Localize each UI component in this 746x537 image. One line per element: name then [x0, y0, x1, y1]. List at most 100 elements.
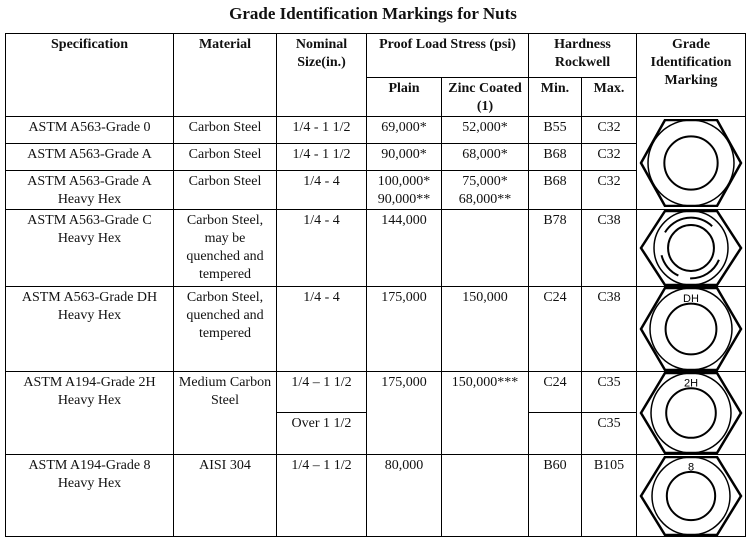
nut-marking-arcs	[636, 209, 746, 287]
hex-nut-icon	[639, 119, 743, 207]
marking-arc	[660, 254, 679, 277]
plain-cell: 69,000*	[366, 116, 442, 144]
max-cell: C32	[581, 143, 637, 171]
hex-outline	[639, 210, 743, 286]
spec-cell: ASTM A563-Grade DH Heavy Hex	[5, 286, 174, 372]
min-cell	[528, 412, 582, 455]
material-cell: Carbon Steel	[173, 116, 277, 144]
plain-cell: 80,000	[366, 454, 442, 537]
chamfer-circle	[653, 210, 729, 286]
hex-outline	[639, 287, 743, 371]
header-nominal-size: Nominal Size(in.)	[276, 33, 367, 117]
min-cell: C24	[528, 371, 582, 413]
size-cell: 1/4 – 1 1/2	[276, 371, 367, 413]
min-cell: B55	[528, 116, 582, 144]
zinc-cell: 150,000***	[441, 371, 529, 455]
size-cell: 1/4 - 4	[276, 286, 367, 372]
max-cell: C32	[581, 116, 637, 144]
mark-text: 8	[688, 461, 694, 473]
table-row: Over 1 1/2 C35	[6, 412, 746, 455]
nut-marking-plain	[636, 116, 746, 210]
table-row: ASTM A194-Grade 8 Heavy Hex AISI 304 1/4…	[5, 454, 746, 537]
nut-markings-table: Specification Material Nominal Size(in.)…	[5, 33, 746, 537]
max-cell: C38	[581, 286, 637, 372]
min-cell: B68	[528, 143, 582, 171]
zinc-cell: 75,000* 68,000**	[441, 170, 529, 210]
header-specification: Specification	[5, 33, 174, 117]
zinc-cell	[441, 454, 529, 537]
plain-cell: 90,000*	[366, 143, 442, 171]
nut-marking-2h: 2H	[636, 371, 746, 455]
inner-hole	[663, 135, 719, 191]
spec-cell: ASTM A563-Grade A Heavy Hex	[5, 170, 174, 210]
zinc-cell: 52,000*	[441, 116, 529, 144]
spec-cell: ASTM A563-Grade A	[5, 143, 174, 171]
size-cell: 1/4 - 4	[276, 170, 367, 210]
material-cell: Carbon Steel	[173, 170, 277, 210]
inner-hole	[665, 387, 717, 439]
header-hardness: Hardness Rockwell	[528, 33, 637, 78]
table-row: ASTM A563-Grade DH Heavy Hex Carbon Stee…	[5, 286, 746, 372]
mark-text: 2H	[684, 378, 698, 390]
material-cell: Carbon Steel, may be quenched and temper…	[173, 209, 277, 287]
hex-nut-arcs-icon	[639, 210, 743, 286]
marking-arc	[664, 216, 713, 233]
max-cell: C35	[581, 412, 637, 455]
min-cell: B68	[528, 170, 582, 210]
inner-hole	[664, 302, 718, 356]
mark-text: DH	[683, 293, 699, 305]
spec-cell: ASTM A194-Grade 2H Heavy Hex	[5, 371, 174, 455]
material-cell: AISI 304	[173, 454, 277, 537]
hex-nut-2h-icon: 2H	[639, 372, 743, 454]
page-title: Grade Identification Markings for Nuts	[229, 4, 517, 23]
size-cell: 1/4 – 1 1/2	[276, 454, 367, 537]
table-row: ASTM A563-Grade 0 Carbon Steel 1/4 - 1 1…	[5, 116, 746, 210]
size-cell: 1/4 - 1 1/2	[276, 143, 367, 171]
header-min: Min.	[528, 77, 582, 117]
chamfer-circle	[647, 119, 735, 207]
hex-outline	[639, 119, 743, 207]
chamfer-circle	[649, 287, 733, 371]
inner-hole	[665, 470, 717, 521]
table-row: ASTM A563-Grade A Heavy Hex Carbon Steel…	[5, 170, 746, 210]
inner-hole	[667, 224, 715, 272]
plain-cell: 175,000	[366, 371, 442, 455]
min-cell: B60	[528, 454, 582, 537]
header-plain: Plain	[366, 77, 442, 117]
spec-cell: ASTM A563-Grade C Heavy Hex	[5, 209, 174, 287]
zinc-cell: 150,000	[441, 286, 529, 372]
plain-cell: 175,000	[366, 286, 442, 372]
hex-outline	[639, 372, 743, 454]
max-cell: C38	[581, 209, 637, 287]
size-cell: 1/4 - 4	[276, 209, 367, 287]
nut-marking-dh: DH	[636, 286, 746, 372]
max-cell: C35	[581, 371, 637, 413]
header-max: Max.	[581, 77, 637, 117]
size-cell: 1/4 - 1 1/2	[276, 116, 367, 144]
header-material: Material	[173, 33, 277, 117]
material-cell: Carbon Steel, quenched and tempered	[173, 286, 277, 372]
zinc-cell	[441, 209, 529, 287]
material-cell: Medium Carbon Steel	[173, 371, 277, 455]
min-cell: B78	[528, 209, 582, 287]
table-row: ASTM A563-Grade C Heavy Hex Carbon Steel…	[5, 209, 746, 287]
table-row: ASTM A194-Grade 2H Heavy Hex Medium Carb…	[5, 371, 746, 455]
material-cell: Carbon Steel	[173, 143, 277, 171]
size-cell: Over 1 1/2	[276, 412, 367, 455]
spec-cell: ASTM A563-Grade 0	[5, 116, 174, 144]
min-cell: C24	[528, 286, 582, 372]
plain-cell: 100,000* 90,000**	[366, 170, 442, 210]
nut-marking-8: 8	[636, 454, 746, 537]
max-cell: B105	[581, 454, 637, 537]
hex-nut-8-icon: 8	[639, 455, 743, 536]
zinc-cell: 68,000*	[441, 143, 529, 171]
hex-nut-dh-icon: DH	[639, 287, 743, 371]
header-proof-load: Proof Load Stress (psi)	[366, 33, 529, 78]
plain-cell: 144,000	[366, 209, 442, 287]
header-marking: Grade Identification Marking	[636, 33, 746, 117]
max-cell: C32	[581, 170, 637, 210]
table-row: ASTM A563-Grade A Carbon Steel 1/4 - 1 1…	[5, 143, 746, 171]
header-zinc: Zinc Coated (1)	[441, 77, 529, 117]
chamfer-circle	[650, 372, 732, 454]
spec-cell: ASTM A194-Grade 8 Heavy Hex	[5, 454, 174, 537]
